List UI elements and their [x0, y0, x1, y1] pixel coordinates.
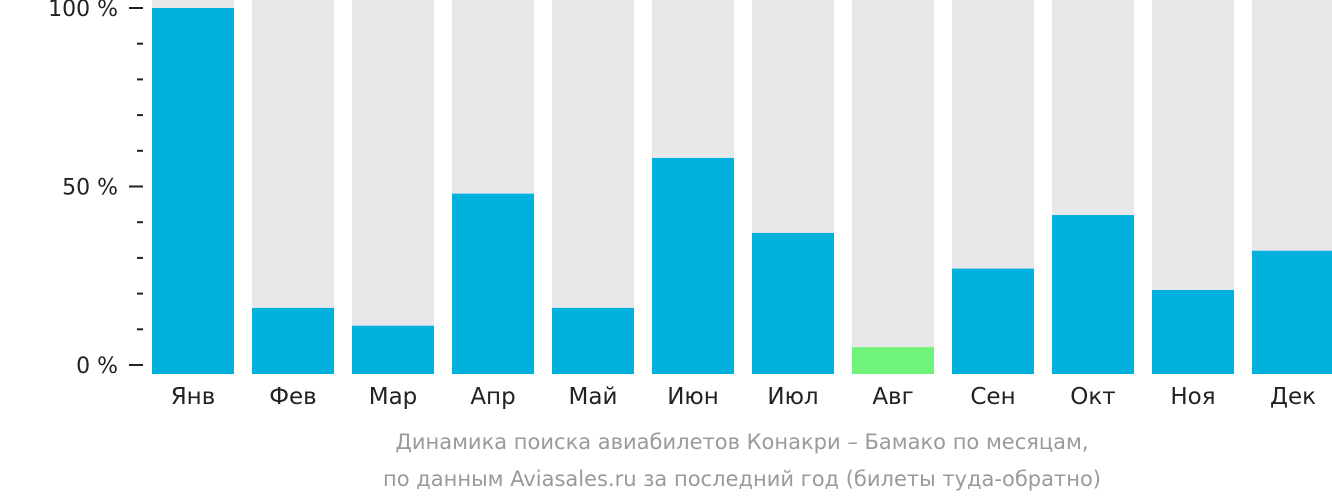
- x-tick-label: Окт: [1070, 384, 1115, 410]
- bar: [852, 347, 934, 374]
- bar: [1152, 290, 1234, 374]
- bar: [1052, 215, 1134, 374]
- y-tick-label: 100 %: [48, 0, 118, 22]
- bar: [152, 8, 234, 374]
- y-axis: 0 % 50 % 100 %: [48, 0, 143, 379]
- y-tick-label: 0 %: [76, 354, 118, 379]
- bar: [552, 307, 634, 374]
- bar: [452, 193, 534, 374]
- bars: [152, 0, 1332, 374]
- bar-background: [852, 0, 934, 374]
- bar: [352, 325, 434, 374]
- x-tick-label: Мар: [369, 384, 418, 410]
- y-tick-label: 50 %: [62, 176, 118, 201]
- bar: [1252, 250, 1332, 374]
- x-tick-label: Ноя: [1170, 384, 1215, 410]
- x-tick-label: Сен: [970, 384, 1015, 410]
- chart-caption-line-1: Динамика поиска авиабилетов Конакри – Ба…: [395, 430, 1089, 454]
- x-tick-label: Янв: [171, 384, 216, 410]
- x-tick-label: Июл: [767, 384, 818, 410]
- x-tick-label: Дек: [1270, 384, 1316, 410]
- x-tick-label: Май: [569, 384, 618, 410]
- bar-background: [352, 0, 434, 374]
- bar: [252, 307, 334, 374]
- x-tick-label: Авг: [872, 384, 913, 410]
- bar: [752, 232, 834, 374]
- bar: [652, 157, 734, 374]
- x-tick-label: Апр: [470, 384, 515, 410]
- bar: [952, 268, 1034, 374]
- x-tick-label: Фев: [269, 384, 317, 410]
- chart-caption-line-2: по данным Aviasales.ru за последний год …: [383, 467, 1101, 491]
- x-tick-label: Июн: [667, 384, 719, 410]
- bar-chart: 0 % 50 % 100 % Янв Фев Мар Апр Май Июн Июл Авг Сен…: [48, 0, 1332, 410]
- x-axis-labels: Янв Фев Мар Апр Май Июн Июл Авг Сен Окт Ноя Дек: [171, 384, 1316, 410]
